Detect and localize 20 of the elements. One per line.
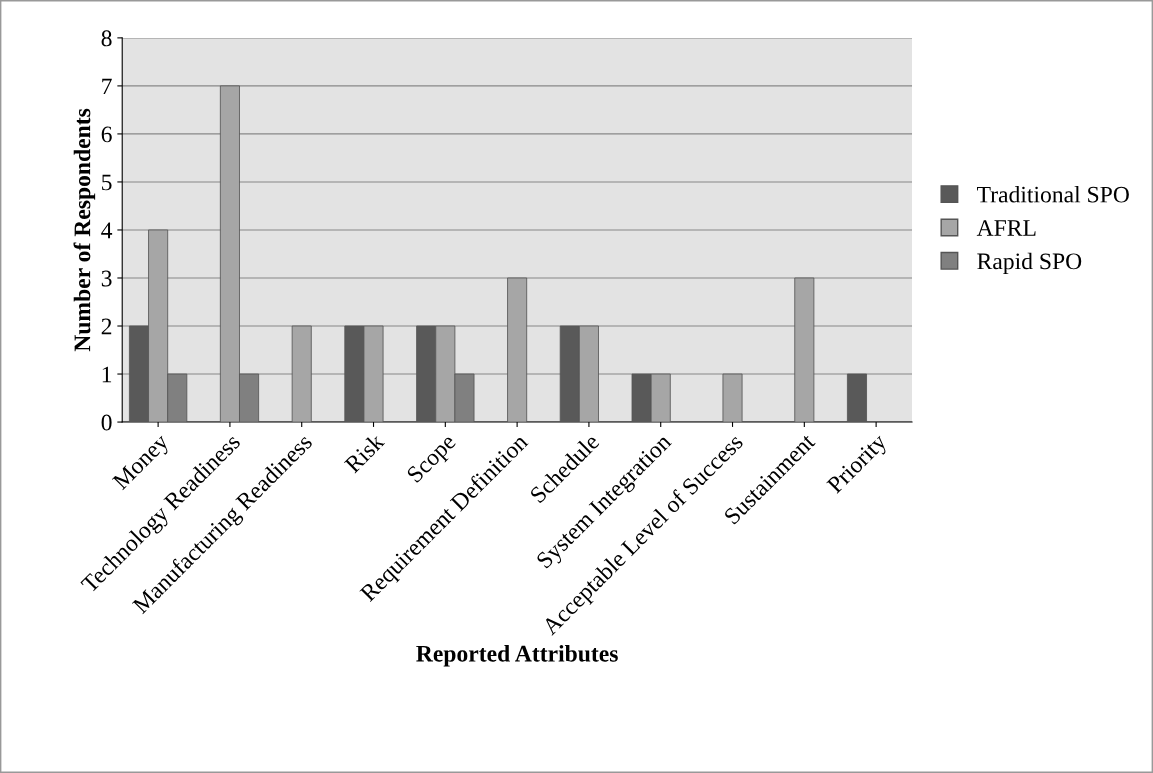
y-tick-label: 8 xyxy=(101,30,112,47)
bar xyxy=(794,277,815,423)
legend-label: Traditional SPO xyxy=(977,185,1129,203)
legend-label: Rapid SPO xyxy=(977,252,1082,275)
y-tick-label: 0 xyxy=(101,414,112,431)
bar xyxy=(507,277,528,423)
y-tick-label: 5 xyxy=(102,174,112,191)
y-axis-title: Number of Respondents xyxy=(73,108,96,352)
legend-label: AFRL xyxy=(976,220,1036,236)
x-tick-label: Risk xyxy=(343,431,386,474)
bar xyxy=(722,373,743,423)
y-tick-label: 3 xyxy=(101,270,112,287)
y-tick-label: 4 xyxy=(101,222,113,239)
bar xyxy=(846,373,867,423)
bar xyxy=(291,325,312,423)
x-axis-title: Reported Attributes xyxy=(416,645,618,667)
y-tick-label: 2 xyxy=(101,318,112,335)
y-tick-label: 1 xyxy=(102,366,112,383)
y-tick-label: 6 xyxy=(101,126,112,143)
y-tick-label: 7 xyxy=(102,78,112,95)
